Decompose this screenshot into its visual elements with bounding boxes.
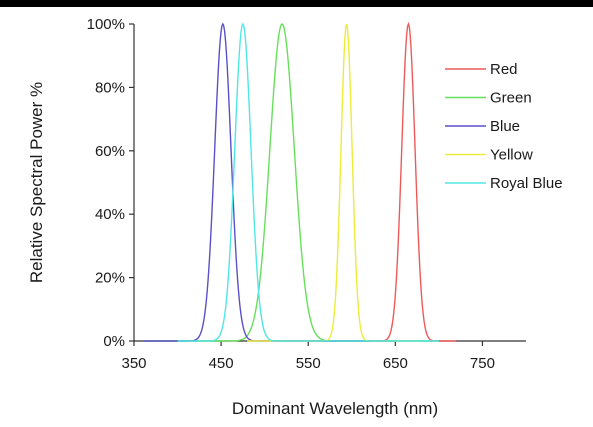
y-axis-title: Relative Spectral Power % [27,82,46,283]
y-tick-label: 20% [95,270,125,287]
x-tick-label: 650 [383,355,408,372]
top-border-bar [0,0,593,7]
x-tick-label: 550 [296,355,321,372]
legend-label-yellow: Yellow [490,147,533,164]
series-line-royal-blue [177,22,439,342]
x-ticks: 350 450 550 650 750 [121,341,495,372]
legend-label-blue: Blue [490,118,520,135]
x-axis-title: Dominant Wavelength (nm) [232,399,438,418]
y-tick-label: 80% [95,79,125,96]
legend-label-royal-blue: Royal Blue [490,175,563,192]
legend-label-green: Green [490,90,532,107]
y-tick-label: 40% [95,206,125,223]
legend-label-red: Red [490,61,518,78]
series-lines [142,21,457,342]
x-tick-label: 750 [470,355,495,372]
y-tick-label: 60% [95,143,125,160]
y-tick-label: 100% [87,16,125,33]
y-ticks: 0% 20% 40% 60% 80% 100% [87,16,134,350]
series-line-red [282,21,457,342]
legend: Red Green Blue Yellow Royal Blue [445,61,563,192]
series-line-green [142,23,439,342]
x-tick-label: 350 [121,355,146,372]
x-tick-label: 450 [209,355,234,372]
y-tick-label: 0% [103,333,125,350]
